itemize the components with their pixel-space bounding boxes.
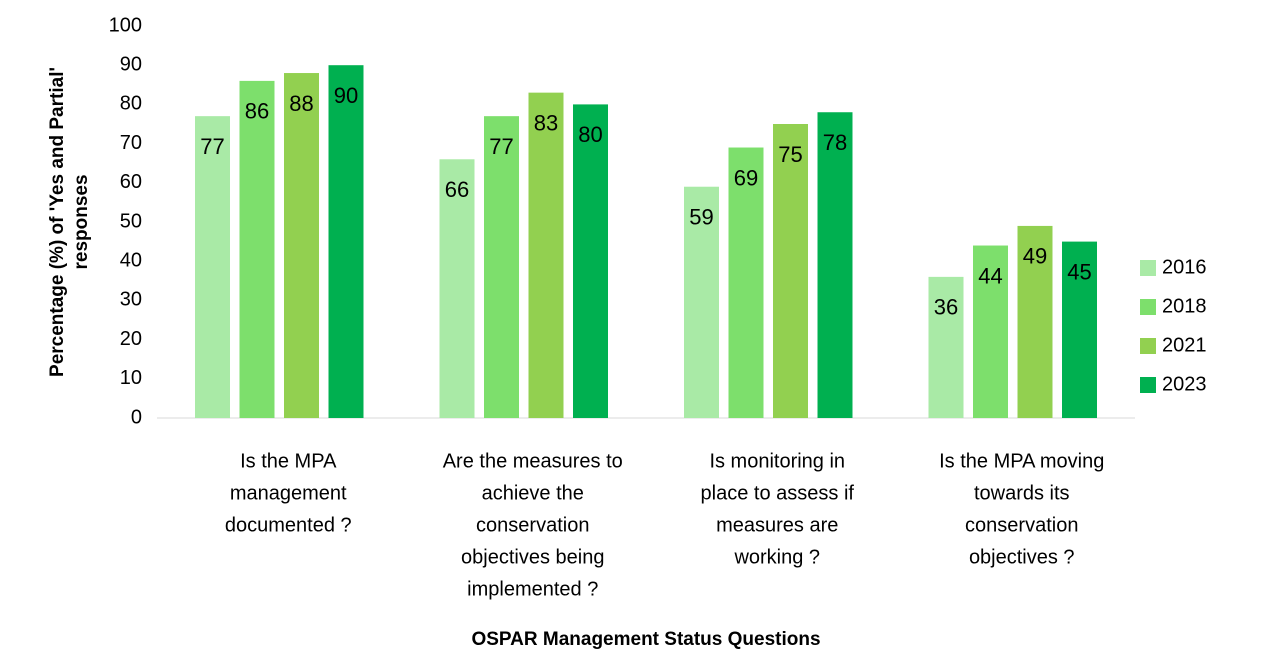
- y-tick-label: 70: [120, 132, 142, 154]
- value-label: 78: [823, 130, 847, 155]
- value-label: 75: [778, 142, 802, 167]
- legend-label: 2018: [1162, 295, 1207, 317]
- x-tick-label: implemented ?: [467, 578, 598, 600]
- bar: [528, 92, 564, 418]
- y-tick-label: 100: [109, 14, 142, 36]
- bar: [728, 147, 764, 418]
- value-label: 77: [489, 134, 513, 159]
- y-tick-label: 60: [120, 171, 142, 193]
- value-label: 77: [200, 134, 224, 159]
- x-tick-label: Are the measures to: [443, 450, 623, 472]
- legend-label: 2021: [1162, 334, 1207, 356]
- value-label: 88: [289, 91, 313, 116]
- value-label: 49: [1023, 244, 1047, 269]
- y-tick-label: 10: [120, 367, 142, 389]
- bar: [1017, 225, 1053, 418]
- x-tick-label: Is the MPA moving: [939, 450, 1104, 472]
- x-tick-label: management: [230, 482, 347, 504]
- y-axis-title: Percentage (%) of 'Yes and Partial': [47, 67, 68, 377]
- bar: [484, 116, 519, 418]
- y-tick-label: 90: [120, 53, 142, 75]
- y-tick-label: 80: [120, 93, 142, 115]
- x-tick-label: Is monitoring in: [709, 450, 845, 472]
- x-tick-label: working ?: [733, 546, 820, 568]
- bar: [773, 124, 808, 418]
- bar: [973, 245, 1008, 418]
- value-label: 80: [578, 122, 602, 147]
- legend-swatch: [1140, 260, 1156, 276]
- legend-swatch: [1140, 377, 1156, 393]
- y-tick-label: 0: [131, 406, 142, 428]
- y-axis-title: responses: [71, 174, 92, 269]
- legend-label: 2023: [1162, 373, 1207, 395]
- y-tick-label: 20: [120, 328, 142, 350]
- bar: [573, 104, 608, 419]
- bar: [328, 65, 364, 418]
- bar: [684, 186, 719, 418]
- y-tick-label: 40: [120, 249, 142, 271]
- x-tick-label: objectives ?: [969, 546, 1075, 568]
- value-label: 66: [445, 177, 469, 202]
- legend-label: 2016: [1162, 256, 1207, 278]
- legend-swatch: [1140, 299, 1156, 315]
- bar: [817, 112, 853, 419]
- x-tick-label: measures are: [716, 514, 838, 536]
- bar: [928, 276, 964, 418]
- value-label: 83: [534, 110, 558, 135]
- x-tick-label: towards its: [974, 482, 1070, 504]
- x-tick-label: Is the MPA: [240, 450, 337, 472]
- value-label: 36: [934, 295, 958, 320]
- x-axis-title: OSPAR Management Status Questions: [471, 629, 820, 650]
- value-label: 59: [689, 205, 713, 230]
- value-label: 90: [334, 83, 358, 108]
- value-label: 44: [978, 263, 1002, 288]
- x-tick-label: documented ?: [225, 514, 352, 536]
- x-tick-label: objectives being: [461, 546, 604, 568]
- x-tick-label: conservation: [965, 514, 1078, 536]
- bar: [195, 116, 230, 418]
- bar: [239, 80, 275, 418]
- x-tick-label: place to assess if: [701, 482, 855, 504]
- bar: [439, 159, 475, 418]
- y-tick-label: 30: [120, 289, 142, 311]
- x-tick-label: conservation: [476, 514, 589, 536]
- value-label: 45: [1067, 259, 1091, 284]
- value-label: 86: [245, 99, 269, 124]
- value-label: 69: [734, 165, 758, 190]
- bar: [284, 73, 319, 418]
- bar: [1062, 241, 1097, 418]
- legend-swatch: [1140, 338, 1156, 354]
- y-tick-label: 50: [120, 210, 142, 232]
- x-tick-label: achieve the: [482, 482, 584, 504]
